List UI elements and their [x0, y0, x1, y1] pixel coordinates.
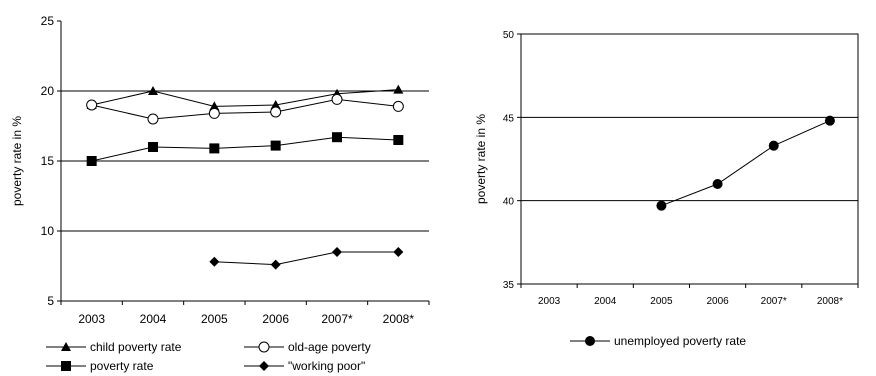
data-point-unemployed-poverty-rate: [712, 179, 723, 189]
data-point-child-poverty-rate: [270, 100, 281, 109]
series-line-child-poverty-rate: [91, 89, 399, 107]
data-point-unemployed-poverty-rate: [656, 200, 667, 211]
data-point-child-poverty-rate: [393, 84, 404, 94]
series-line-working-poor: [214, 251, 399, 266]
plot-frame: [520, 33, 859, 285]
data-point-child-poverty-rate: [148, 86, 158, 95]
y-tick-label: 40: [503, 197, 515, 208]
series-line-poverty-rate: [91, 136, 399, 162]
x-tick-label: 2003: [538, 296, 561, 307]
data-point-working-poor: [332, 247, 342, 257]
data-point-unemployed-poverty-rate: [824, 115, 835, 126]
x-tick-label: 2007*: [321, 312, 353, 326]
x-tick-label: 2003: [78, 312, 105, 326]
y-tick-label: 35: [503, 280, 515, 291]
y-tick-label: 15: [41, 154, 55, 168]
legend-marker-poverty-rate: [61, 361, 71, 371]
legend-marker-working-poor: [259, 361, 269, 371]
x-tick-label: 2006: [706, 296, 729, 307]
legend-label-poverty-rate: poverty rate: [90, 359, 154, 373]
data-point-poverty-rate: [270, 140, 281, 151]
y-tick-label: 10: [41, 224, 55, 238]
x-tick-label: 2005: [650, 296, 673, 307]
x-tick-label: 2008*: [383, 312, 415, 326]
series-line-old-age-poverty: [91, 98, 399, 120]
x-tick-label: 2004: [594, 296, 617, 307]
x-tick-label: 2005: [201, 312, 228, 326]
chart-right: poverty rate in % 35 40 45 50 2003 2004 2005 20…: [474, 30, 859, 348]
legend-label-old-age-poverty: old-age poverty: [288, 340, 371, 354]
x-tick-label: 2007*: [761, 296, 787, 307]
data-point-old-age-poverty: [86, 99, 98, 111]
y-tick-label: 20: [41, 84, 55, 98]
y-axis-label-right: poverty rate in %: [474, 114, 488, 204]
data-point-unemployed-poverty-rate: [768, 140, 779, 151]
legend-marker-unemployed-poverty-rate: [585, 336, 595, 346]
data-point-poverty-rate: [148, 142, 158, 152]
data-point-poverty-rate: [393, 135, 404, 145]
data-point-child-poverty-rate: [209, 101, 220, 111]
y-tick-label: 25: [41, 14, 55, 28]
y-axis-label-left: poverty rate in %: [10, 116, 24, 206]
data-point-working-poor: [270, 259, 281, 270]
legend-label-unemployed-poverty-rate: unemployed poverty rate: [614, 334, 746, 348]
y-tick-label: 45: [503, 113, 515, 124]
y-tick-label: 5: [47, 294, 54, 308]
data-point-old-age-poverty: [270, 106, 282, 118]
legend-marker-old-age-poverty: [258, 341, 270, 353]
data-point-working-poor: [209, 256, 220, 267]
data-point-poverty-rate: [86, 156, 97, 166]
data-point-old-age-poverty: [208, 107, 220, 119]
legend-label-working-poor: "working poor": [288, 359, 365, 373]
series-line-unemployed-poverty-rate: [661, 120, 831, 207]
chart-left: poverty rate in % 5 10 15 20 25 2003 2004 2005 2…: [10, 14, 430, 373]
data-point-poverty-rate: [209, 143, 220, 154]
data-point-poverty-rate: [332, 132, 342, 143]
y-tick-label: 50: [503, 30, 515, 41]
data-point-old-age-poverty: [331, 93, 343, 105]
data-point-old-age-poverty: [147, 113, 159, 125]
legend-marker-child-poverty-rate: [61, 342, 71, 351]
legend-label-child-poverty-rate: child poverty rate: [90, 340, 182, 354]
data-point-old-age-poverty: [392, 100, 404, 112]
x-tick-label: 2004: [140, 312, 167, 326]
x-tick-label: 2006: [262, 312, 289, 326]
data-point-working-poor: [393, 247, 404, 257]
x-tick-label: 2008*: [817, 296, 843, 307]
